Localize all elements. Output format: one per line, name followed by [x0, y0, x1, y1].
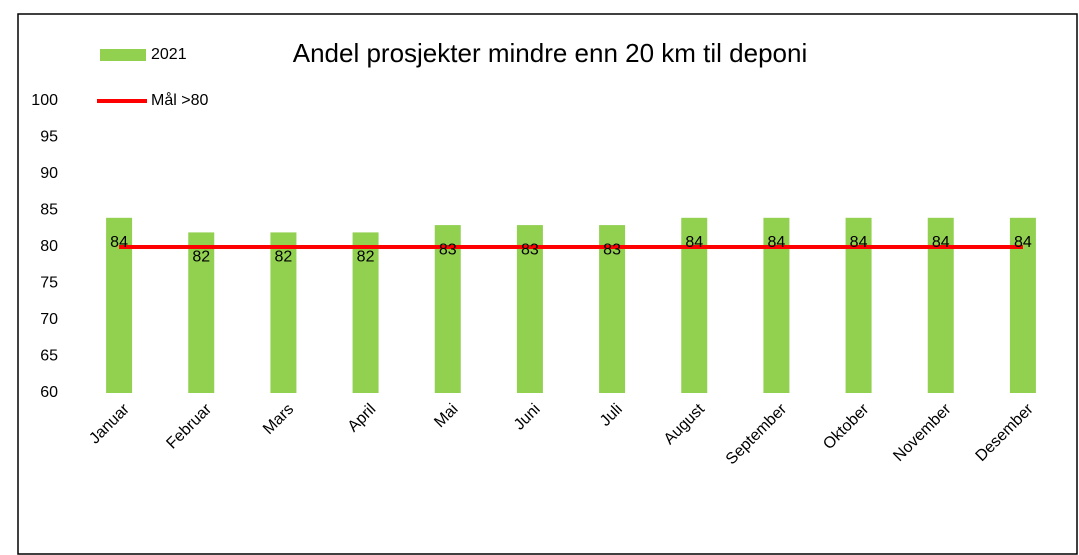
- data-label: 82: [192, 249, 210, 266]
- data-label: 84: [685, 234, 703, 251]
- y-tick-label: 80: [40, 238, 58, 255]
- y-tick-label: 100: [31, 92, 58, 109]
- y-tick-label: 95: [40, 129, 58, 146]
- data-label: 82: [275, 249, 293, 266]
- legend-label: Mål >80: [151, 91, 208, 109]
- bar: [434, 225, 461, 393]
- data-label: 83: [521, 241, 539, 258]
- legend-swatch: [100, 49, 146, 61]
- bar: [188, 232, 215, 393]
- data-label: 84: [110, 234, 128, 251]
- bar: [599, 225, 626, 393]
- data-label: 84: [850, 234, 868, 251]
- y-tick-label: 85: [40, 202, 58, 219]
- data-label: 83: [439, 241, 457, 258]
- y-tick-label: 70: [40, 311, 58, 328]
- y-tick-label: 60: [40, 384, 58, 401]
- data-label: 84: [932, 234, 950, 251]
- legend-label: 2021: [151, 46, 187, 63]
- bar: [270, 232, 297, 393]
- bar: [516, 225, 543, 393]
- data-label: 83: [603, 241, 621, 258]
- data-label: 82: [357, 249, 375, 266]
- data-label: 84: [1014, 234, 1032, 251]
- y-tick-label: 90: [40, 165, 58, 182]
- data-label: 84: [768, 234, 786, 251]
- bar: [352, 232, 379, 393]
- y-tick-label: 75: [40, 275, 58, 292]
- chart-title: Andel prosjekter mindre enn 20 km til de…: [293, 38, 808, 68]
- y-tick-label: 65: [40, 348, 58, 365]
